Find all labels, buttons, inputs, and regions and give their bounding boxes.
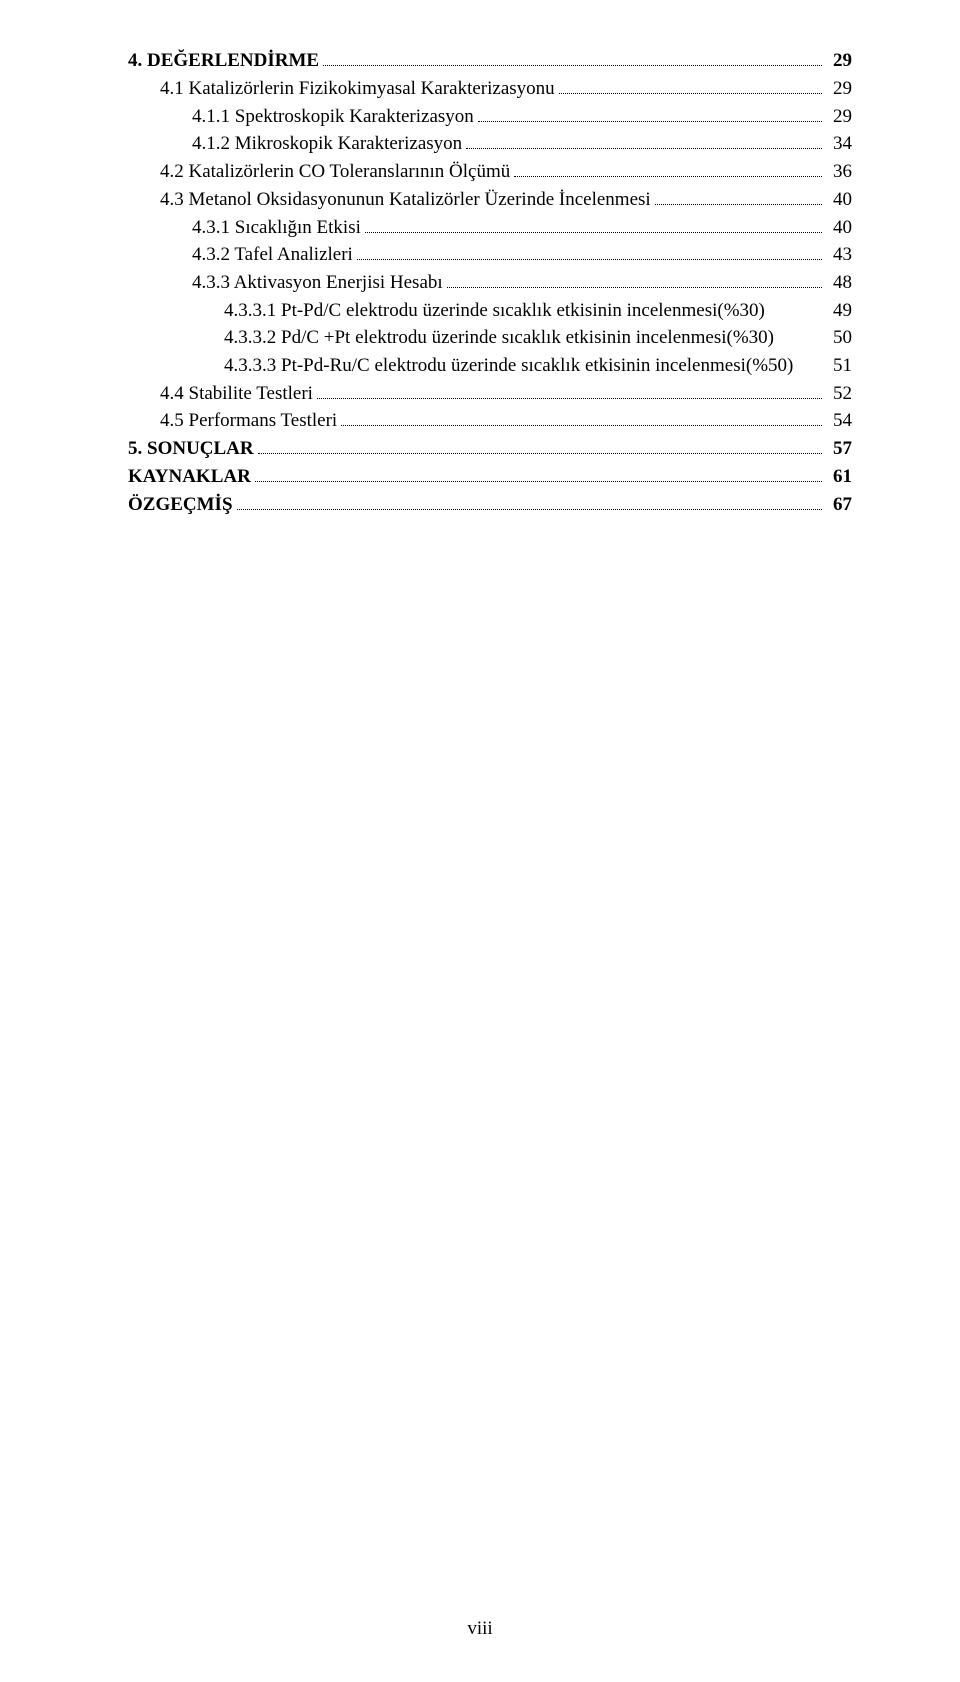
toc-page: 40: [826, 215, 852, 241]
toc-row: 4.1.2 Mikroskopik Karakterizasyon 34: [128, 131, 852, 157]
dot-leader: [341, 408, 822, 426]
toc-row: KAYNAKLAR 61: [128, 464, 852, 490]
toc-label: 5. SONUÇLAR: [128, 436, 254, 462]
toc-page: 57: [826, 436, 852, 462]
dot-leader: [655, 187, 822, 205]
toc-page: 52: [826, 381, 852, 407]
toc-page: 67: [826, 492, 852, 518]
dot-leader: [323, 48, 822, 66]
toc-row: 4. DEĞERLENDİRME 29: [128, 48, 852, 74]
toc-page: 34: [826, 131, 852, 157]
toc-label: 4.1 Katalizörlerin Fizikokimyasal Karakt…: [160, 76, 555, 102]
toc-page: 29: [826, 104, 852, 130]
toc-label: 4.2 Katalizörlerin CO Toleranslarının Öl…: [160, 159, 510, 185]
dot-leader: [255, 464, 822, 482]
toc-row: 4.3.3.2 Pd/C +Pt elektrodu üzerinde sıca…: [128, 325, 852, 351]
toc-page: 49: [826, 298, 852, 324]
dot-leader: [258, 436, 822, 454]
toc-page: 40: [826, 187, 852, 213]
toc-label: 4.3.3.3 Pt-Pd-Ru/C elektrodu üzerinde sı…: [224, 353, 818, 379]
dot-leader: [447, 270, 822, 288]
toc-page: 29: [826, 76, 852, 102]
dot-leader: [466, 131, 822, 149]
dot-leader: [357, 242, 822, 260]
toc-page: 51: [826, 353, 852, 379]
toc-row: 4.3.3 Aktivasyon Enerjisi Hesabı 48: [128, 270, 852, 296]
toc-page: 54: [826, 408, 852, 434]
toc-label: 4.3.3.2 Pd/C +Pt elektrodu üzerinde sıca…: [224, 325, 818, 351]
toc-label: 4.1.1 Spektroskopik Karakterizasyon: [192, 104, 474, 130]
dot-leader: [317, 381, 822, 399]
toc-row: 4.2 Katalizörlerin CO Toleranslarının Öl…: [128, 159, 852, 185]
toc-label: 4.5 Performans Testleri: [160, 408, 337, 434]
toc-label: 4.4 Stabilite Testleri: [160, 381, 313, 407]
dot-leader: [365, 214, 822, 232]
toc-row: ÖZGEÇMİŞ 67: [128, 491, 852, 517]
toc-label: 4.3.3 Aktivasyon Enerjisi Hesabı: [192, 270, 443, 296]
dot-leader: [478, 103, 822, 121]
toc-page: 61: [826, 464, 852, 490]
toc-label: 4.1.2 Mikroskopik Karakterizasyon: [192, 131, 462, 157]
toc-row: 5. SONUÇLAR 57: [128, 436, 852, 462]
toc-page: 29: [826, 48, 852, 74]
toc-page: 43: [826, 242, 852, 268]
toc-page: 48: [826, 270, 852, 296]
toc-label: ÖZGEÇMİŞ: [128, 492, 233, 518]
toc-page: 36: [826, 159, 852, 185]
dot-leader: [237, 491, 822, 509]
toc-label: 4. DEĞERLENDİRME: [128, 48, 319, 74]
toc-row: 4.5 Performans Testleri 54: [128, 408, 852, 434]
toc-row: 4.1 Katalizörlerin Fizikokimyasal Karakt…: [128, 76, 852, 102]
toc-label: 4.3.2 Tafel Analizleri: [192, 242, 353, 268]
toc-row: 4.3.2 Tafel Analizleri 43: [128, 242, 852, 268]
toc-label: KAYNAKLAR: [128, 464, 251, 490]
toc-row: 4.3.1 Sıcaklığın Etkisi 40: [128, 214, 852, 240]
toc-row: 4.1.1 Spektroskopik Karakterizasyon 29: [128, 103, 852, 129]
toc-page: 50: [826, 325, 852, 351]
toc-row: 4.3.3.1 Pt-Pd/C elektrodu üzerinde sıcak…: [128, 298, 852, 324]
table-of-contents: 4. DEĞERLENDİRME 29 4.1 Katalizörlerin Fiz…: [128, 48, 852, 517]
toc-label: 4.3.3.1 Pt-Pd/C elektrodu üzerinde sıcak…: [224, 298, 818, 324]
toc-row: 4.3 Metanol Oksidasyonunun Katalizörler …: [128, 187, 852, 213]
dot-leader: [559, 76, 822, 94]
dot-leader: [514, 159, 822, 177]
toc-row: 4.3.3.3 Pt-Pd-Ru/C elektrodu üzerinde sı…: [128, 353, 852, 379]
page-number: viii: [0, 1616, 960, 1642]
toc-row: 4.4 Stabilite Testleri 52: [128, 381, 852, 407]
toc-label: 4.3.1 Sıcaklığın Etkisi: [192, 215, 361, 241]
toc-label: 4.3 Metanol Oksidasyonunun Katalizörler …: [160, 187, 651, 213]
